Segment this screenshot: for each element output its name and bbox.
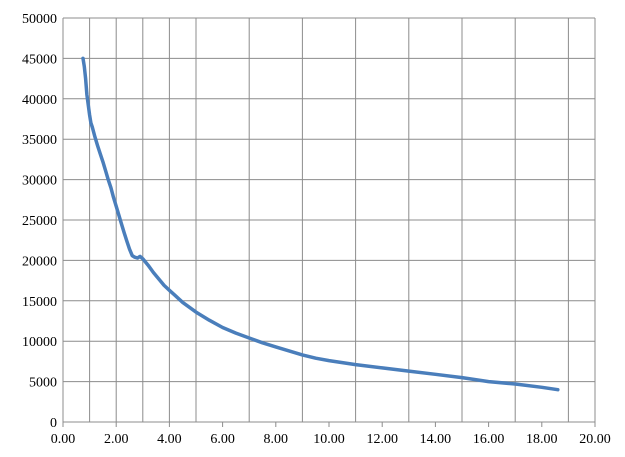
x-tick-label: 8.00 [264, 432, 289, 447]
series-group [81, 56, 560, 392]
y-tick-label: 20000 [22, 254, 57, 269]
x-tick-label: 18.00 [526, 432, 558, 447]
y-tick-label: 30000 [22, 174, 57, 189]
x-tick-label: 0.00 [51, 432, 76, 447]
y-tick-label: 35000 [22, 133, 57, 148]
x-tick-label: 2.00 [104, 432, 129, 447]
x-tick-label: 10.00 [313, 432, 345, 447]
y-tick-label: 45000 [22, 52, 57, 67]
series-line [81, 56, 560, 392]
x-tick-label: 4.00 [157, 432, 182, 447]
y-tick-labels: 0 5000 10000 15000 20000 25000 30000 35000 40000… [22, 12, 57, 431]
y-tick-label: 0 [50, 416, 57, 431]
x-tick-labels: 0.00 2.00 4.00 6.00 8.00 10.00 12.00 14.00 16.00… [51, 432, 611, 447]
y-tick-label: 10000 [22, 335, 57, 350]
y-tick-label: 40000 [22, 93, 57, 108]
y-tick-label: 50000 [22, 12, 57, 27]
x-tick-label: 6.00 [210, 432, 235, 447]
x-tick-label: 12.00 [366, 432, 398, 447]
x-tick-label: 20.00 [579, 432, 611, 447]
axes [62, 18, 596, 427]
y-tick-label: 5000 [29, 376, 57, 391]
y-tick-label: 25000 [22, 214, 57, 229]
x-tick-label: 14.00 [420, 432, 452, 447]
x-tick-label: 16.00 [473, 432, 505, 447]
y-tick-label: 15000 [22, 295, 57, 310]
